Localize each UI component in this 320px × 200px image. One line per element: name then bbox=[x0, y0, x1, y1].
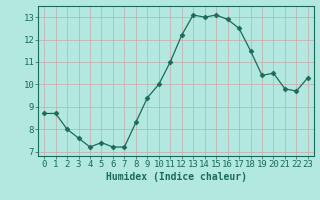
X-axis label: Humidex (Indice chaleur): Humidex (Indice chaleur) bbox=[106, 172, 246, 182]
